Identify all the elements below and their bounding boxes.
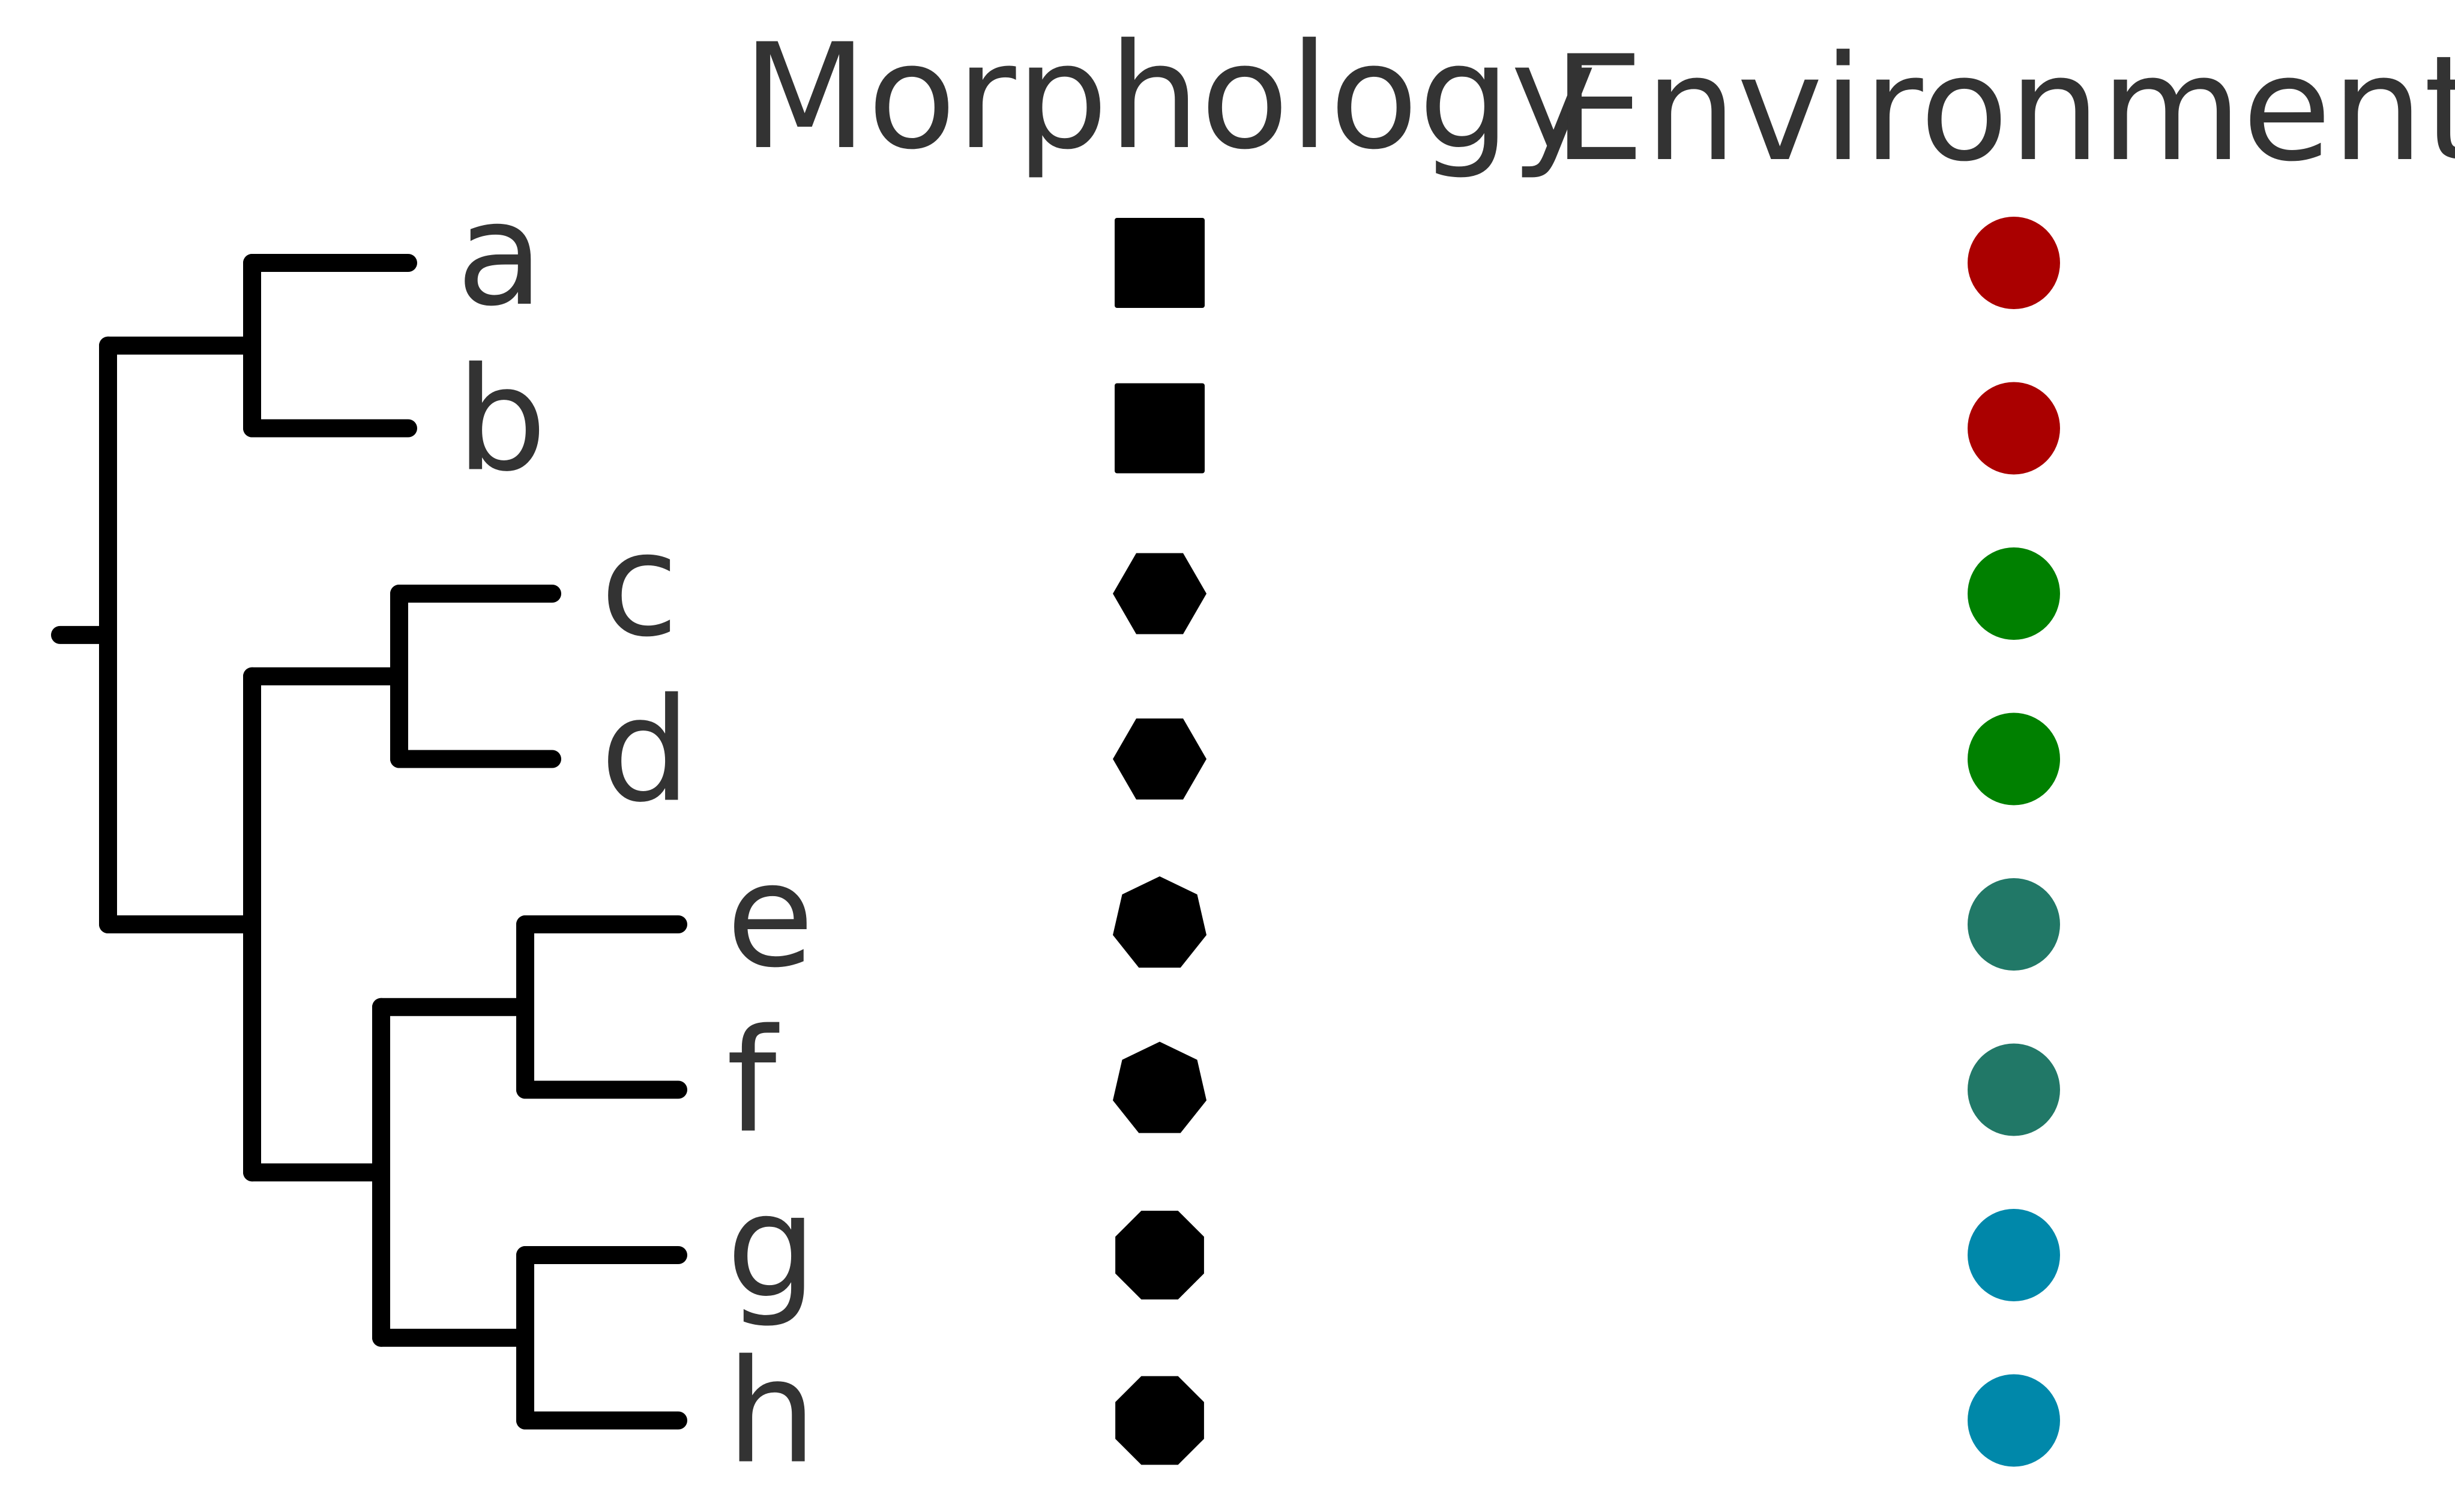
environment-dot-e xyxy=(1968,878,2060,971)
tip-label-g: g xyxy=(726,1164,817,1330)
morphology-octagon-h xyxy=(1115,1376,1204,1465)
tip-label-d: d xyxy=(600,668,691,834)
environment-dot-a xyxy=(1968,217,2060,309)
morphology-column xyxy=(1113,218,1206,1465)
environment-dot-g xyxy=(1968,1209,2060,1301)
morphology-hexagon-d xyxy=(1113,718,1206,800)
tip-label-f: f xyxy=(726,999,780,1165)
morphology-header: Morphology xyxy=(742,13,1597,182)
environment-dot-c xyxy=(1968,547,2060,640)
morphology-hexagon-c xyxy=(1113,553,1206,634)
phylogenetic-tree xyxy=(51,254,687,1430)
morphology-square-b xyxy=(1115,383,1205,474)
tip-label-c: c xyxy=(600,502,679,669)
tip-label-h: h xyxy=(726,1330,817,1496)
environment-dot-f xyxy=(1968,1043,2060,1136)
morphology-octagon-g xyxy=(1115,1211,1204,1300)
environment-dot-h xyxy=(1968,1374,2060,1467)
morphology-heptagon-e xyxy=(1113,876,1206,968)
morphology-square-a xyxy=(1115,218,1205,308)
environment-dot-b xyxy=(1968,382,2060,475)
environment-header: Environment xyxy=(1553,25,2455,194)
environment-dot-d xyxy=(1968,712,2060,806)
environment-column xyxy=(1968,217,2060,1467)
morphology-heptagon-f xyxy=(1113,1041,1206,1133)
tip-label-a: a xyxy=(456,172,544,338)
tip-label-e: e xyxy=(726,833,814,999)
tip-label-b: b xyxy=(456,337,547,504)
